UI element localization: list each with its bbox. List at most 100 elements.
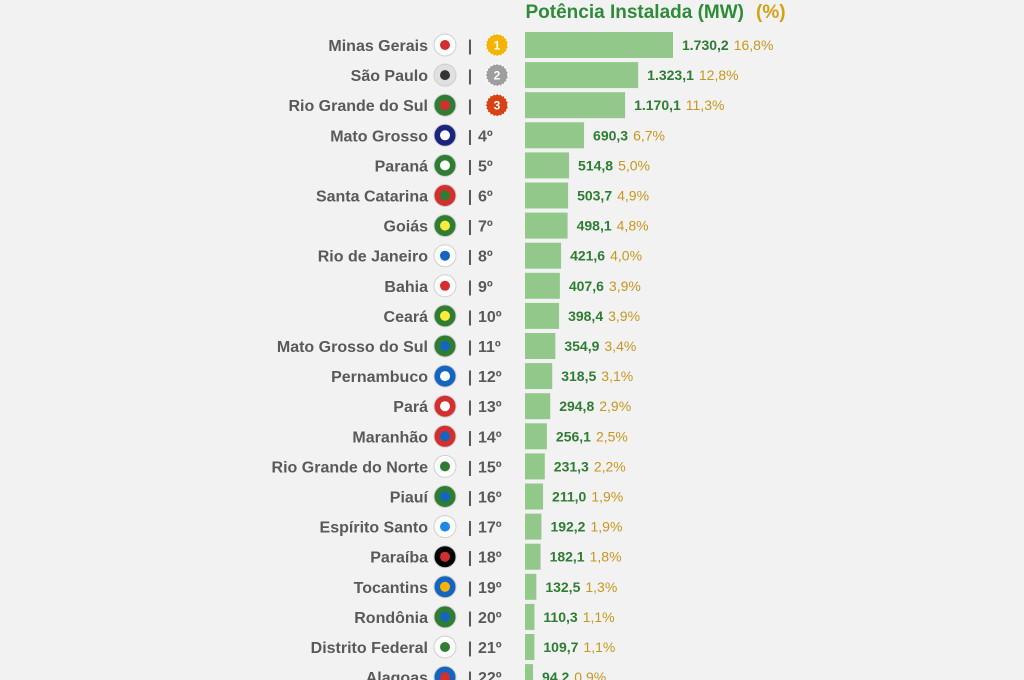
bar [525,122,585,149]
medal-rank: 1 [494,39,501,53]
rank-label: 11º [478,339,501,356]
value-label: 256,1 [556,428,591,444]
state-label: Rio de Janeiro [318,249,428,266]
rank-label: 7º [478,219,493,236]
rank-separator: | [468,610,472,627]
rank-separator: | [468,68,472,85]
chart-rows: Minas Gerais | 1 1.730,2 16,8% São Paulo | 2 1.3… [272,32,774,680]
state-label: Rio Grande do Norte [272,459,429,476]
rank-label: 12º [478,369,502,386]
flag-ce-icon [433,304,457,328]
rank-separator: | [468,249,472,266]
rank-separator: | [468,670,472,680]
bar [525,92,626,119]
rank-label: 4º [478,128,493,145]
percent-label: 2,5% [596,428,628,444]
rank-label: 6º [478,189,493,206]
chart-row: Santa Catarina | 6º 503,7 4,9% [316,182,649,209]
value-label: 398,4 [568,308,603,324]
rank-label: 22º [478,670,502,680]
value-label: 1.730,2 [682,37,729,53]
state-label: Tocantins [354,580,428,597]
rank-label: 21º [478,640,502,657]
percent-label: 16,8% [734,37,774,53]
percent-label: 4,9% [617,188,649,204]
flag-mt-icon [433,123,457,147]
value-label: 192,2 [550,519,585,535]
state-label: Distrito Federal [311,640,428,657]
flag-go-icon [433,214,457,238]
bar [525,483,544,510]
value-label: 318,5 [561,368,596,384]
chart-row: Distrito Federal | 21º 109,7 1,1% [311,634,615,660]
bar [525,212,568,239]
value-label: 421,6 [570,248,605,264]
percent-label: 1,1% [583,609,615,625]
bar [525,363,553,390]
bar [525,393,551,420]
value-label: 132,5 [545,579,580,595]
bar [525,634,535,660]
flag-mg-icon [433,33,457,57]
percent-label: 3,4% [604,338,636,354]
rank-separator: | [468,550,472,567]
rank-label: 14º [478,429,502,446]
state-label: Paraná [375,158,428,175]
flag-ma-icon [433,424,457,448]
value-label: 407,6 [569,278,604,294]
state-label: Minas Gerais [328,38,428,55]
flag-to-icon [433,575,457,599]
chart-row: São Paulo | 2 1.323,1 12,8% [351,62,739,89]
flag-rj-icon [433,244,457,268]
chart-row: Pernambuco | 12º 318,5 3,1% [331,363,633,390]
value-label: 1.323,1 [647,67,694,83]
bar [525,423,547,450]
percent-label: 1,9% [591,489,623,505]
flag-sc-icon [433,184,457,207]
percent-label: 2,2% [594,458,626,474]
chart-row: Pará | 13º 294,8 2,9% [393,393,631,420]
flag-pb-icon [433,545,457,569]
rank-label: 17º [478,520,502,537]
percent-label: 1,3% [585,579,617,595]
chart-title-percent: (%) [756,2,786,23]
chart-row: Paraíba | 18º 182,1 1,8% [370,543,622,570]
chart-row: Ceará | 10º 398,4 3,9% [384,302,640,329]
rank-separator: | [468,399,472,416]
bar [525,453,545,480]
percent-label: 6,7% [633,127,665,143]
bar [525,242,562,269]
percent-label: 4,0% [610,248,642,264]
medal-icon: 2 [485,63,509,87]
value-label: 690,3 [593,127,628,143]
percent-label: 11,3% [686,97,725,113]
state-label: Piauí [390,490,429,507]
chart-row: Rondônia | 20º 110,3 1,1% [354,603,615,630]
bar [525,62,639,89]
percent-label: 4,8% [617,218,649,234]
flag-ba-icon [433,274,457,298]
rank-label: 15º [478,459,502,476]
state-label: Mato Grosso [330,128,428,145]
state-label: Pará [393,399,428,416]
rank-label: 10º [478,309,502,326]
chart-row: Rio Grande do Norte | 15º 231,3 2,2% [272,453,626,480]
value-label: 211,0 [552,489,586,505]
state-label: Goiás [384,219,429,236]
chart-row: Mato Grosso | 4º 690,3 6,7% [330,122,665,149]
percent-label: 3,9% [608,308,640,324]
state-label: São Paulo [351,68,429,85]
chart-row: Espírito Santo | 17º 192,2 1,9% [320,513,622,540]
state-label: Pernambuco [331,369,428,386]
rank-separator: | [468,520,472,537]
state-label: Maranhão [352,429,428,446]
chart-row: Tocantins | 19º 132,5 1,3% [354,573,617,600]
chart-row: Maranhão | 14º 256,1 2,5% [352,423,628,450]
rank-separator: | [468,189,472,206]
rank-separator: | [468,459,472,476]
bar [525,603,535,630]
state-label: Espírito Santo [320,520,429,537]
chart-row: Bahia | 9º 407,6 3,9% [384,272,641,299]
chart-row: Rio Grande do Sul | 3 1.170,1 11,3% [288,92,725,119]
